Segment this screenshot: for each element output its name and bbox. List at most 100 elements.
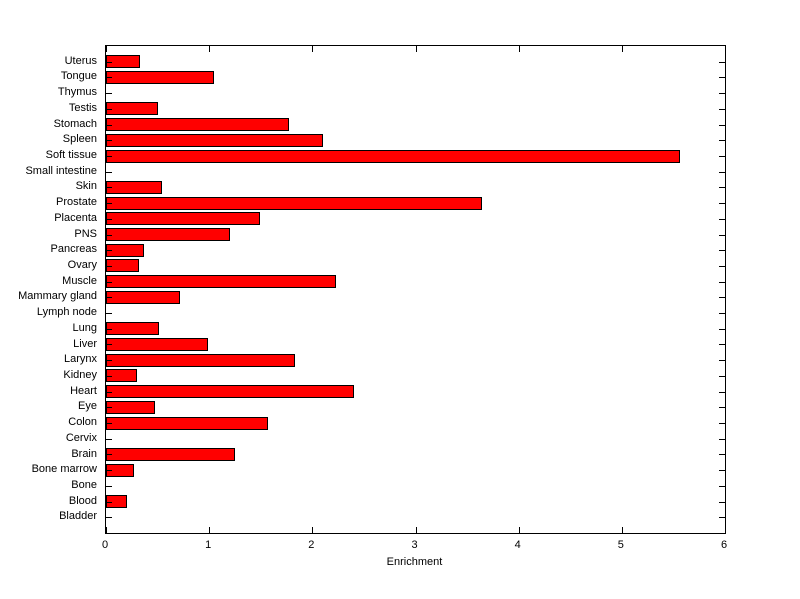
y-axis-label: Placenta xyxy=(54,211,97,224)
x-axis-tick-label: 3 xyxy=(411,539,418,551)
y-axis-label: Ovary xyxy=(67,258,97,271)
y-axis-tick xyxy=(719,62,725,63)
y-axis-label: Mammary gland xyxy=(18,290,97,303)
x-axis-tick xyxy=(312,527,313,533)
bar-spleen xyxy=(106,133,323,147)
x-axis-tick xyxy=(416,46,417,52)
x-axis-tick xyxy=(209,46,210,52)
x-axis-tick xyxy=(209,527,210,533)
y-axis-tick xyxy=(106,297,112,298)
x-axis-tick xyxy=(622,527,623,533)
y-axis-tick xyxy=(106,486,112,487)
y-axis-tick xyxy=(719,392,725,393)
y-axis-tick xyxy=(719,502,725,503)
y-axis-label: Bone marrow xyxy=(31,463,97,476)
y-axis-tick xyxy=(719,423,725,424)
y-axis-tick xyxy=(106,140,112,141)
y-axis-tick xyxy=(719,93,725,94)
y-axis-tick xyxy=(106,439,112,440)
y-axis-tick xyxy=(106,93,112,94)
y-axis-label: Larynx xyxy=(63,353,97,366)
y-axis-label: Small intestine xyxy=(25,164,97,177)
y-axis-tick xyxy=(106,282,112,283)
y-axis-tick xyxy=(719,344,725,345)
y-axis-label: Lymph node xyxy=(36,306,97,319)
y-axis-label: Bladder xyxy=(59,510,97,523)
y-axis-tick xyxy=(106,407,112,408)
y-axis-label: Stomach xyxy=(53,117,97,130)
y-axis-tick xyxy=(106,266,112,267)
y-axis-tick xyxy=(106,203,112,204)
bar-prostate xyxy=(106,196,482,210)
y-axis-label: Lung xyxy=(72,321,97,334)
y-axis-label: Soft tissue xyxy=(45,149,97,161)
bar-mammary-gland xyxy=(106,290,181,304)
x-axis-tick xyxy=(725,46,726,52)
bar-stomach xyxy=(106,118,289,131)
bar-placenta xyxy=(106,212,260,226)
y-axis-label: Uterus xyxy=(64,54,97,67)
y-axis-tick xyxy=(106,219,112,220)
bar-uterus xyxy=(106,55,140,69)
y-axis-tick xyxy=(719,172,725,173)
y-axis-tick xyxy=(106,250,112,251)
y-axis-tick xyxy=(719,250,725,251)
y-axis-tick xyxy=(719,235,725,236)
y-axis-label: Pancreas xyxy=(50,243,97,256)
y-axis-tick xyxy=(106,313,112,314)
y-axis-tick xyxy=(719,517,725,518)
y-axis-tick xyxy=(719,407,725,408)
bar-pns xyxy=(106,228,230,241)
x-axis-tick-label: 0 xyxy=(101,539,109,551)
y-axis-tick xyxy=(719,297,725,298)
y-axis-label: Testis xyxy=(68,101,97,114)
bar-liver xyxy=(106,338,209,351)
y-axis-tick xyxy=(719,313,725,314)
bar-blood xyxy=(106,495,127,509)
y-axis-label: Colon xyxy=(68,416,97,428)
x-axis-tick xyxy=(106,46,107,52)
y-axis-tick xyxy=(719,376,725,377)
y-axis-tick xyxy=(719,77,725,78)
y-axis-tick xyxy=(106,62,112,63)
bar-colon xyxy=(106,416,268,430)
bar-skin xyxy=(106,180,162,194)
y-axis-tick xyxy=(106,454,112,455)
y-axis-tick xyxy=(719,360,725,361)
bar-heart xyxy=(106,385,354,399)
bar-brain xyxy=(106,448,235,461)
x-axis-tick-label: 2 xyxy=(308,539,315,551)
y-axis-tick xyxy=(719,266,725,267)
y-axis-tick xyxy=(106,235,112,236)
y-axis-tick xyxy=(106,423,112,424)
bar-ovary xyxy=(106,259,139,273)
y-axis-tick xyxy=(106,187,112,188)
y-axis-label: Eye xyxy=(78,400,97,413)
y-axis-tick xyxy=(719,282,725,283)
y-axis-label: Liver xyxy=(73,337,97,350)
y-axis-label: Skin xyxy=(75,180,97,193)
y-axis-tick xyxy=(106,502,112,503)
x-axis-tick xyxy=(622,46,623,52)
y-axis-label: Kidney xyxy=(63,368,97,381)
y-axis-tick xyxy=(719,454,725,455)
y-axis-label: Spleen xyxy=(62,133,97,146)
y-axis-tick xyxy=(106,156,112,157)
y-axis-label: Thymus xyxy=(57,86,97,99)
bar-muscle xyxy=(106,275,337,289)
y-axis-label: Prostate xyxy=(56,196,97,209)
x-axis-title: Enrichment xyxy=(386,556,443,568)
x-axis-tick-label: 6 xyxy=(720,539,728,551)
y-axis-tick xyxy=(719,486,725,487)
y-axis-tick xyxy=(106,125,112,126)
bar-kidney xyxy=(106,369,137,383)
y-axis-label: Blood xyxy=(68,494,97,507)
y-axis-tick xyxy=(106,109,112,110)
x-axis-tick-label: 5 xyxy=(617,539,624,551)
y-axis-tick xyxy=(106,392,112,393)
y-axis-label: Muscle xyxy=(62,274,97,287)
y-axis-label: Heart xyxy=(70,384,97,397)
y-axis-tick xyxy=(106,470,112,471)
x-axis-tick xyxy=(519,527,520,533)
